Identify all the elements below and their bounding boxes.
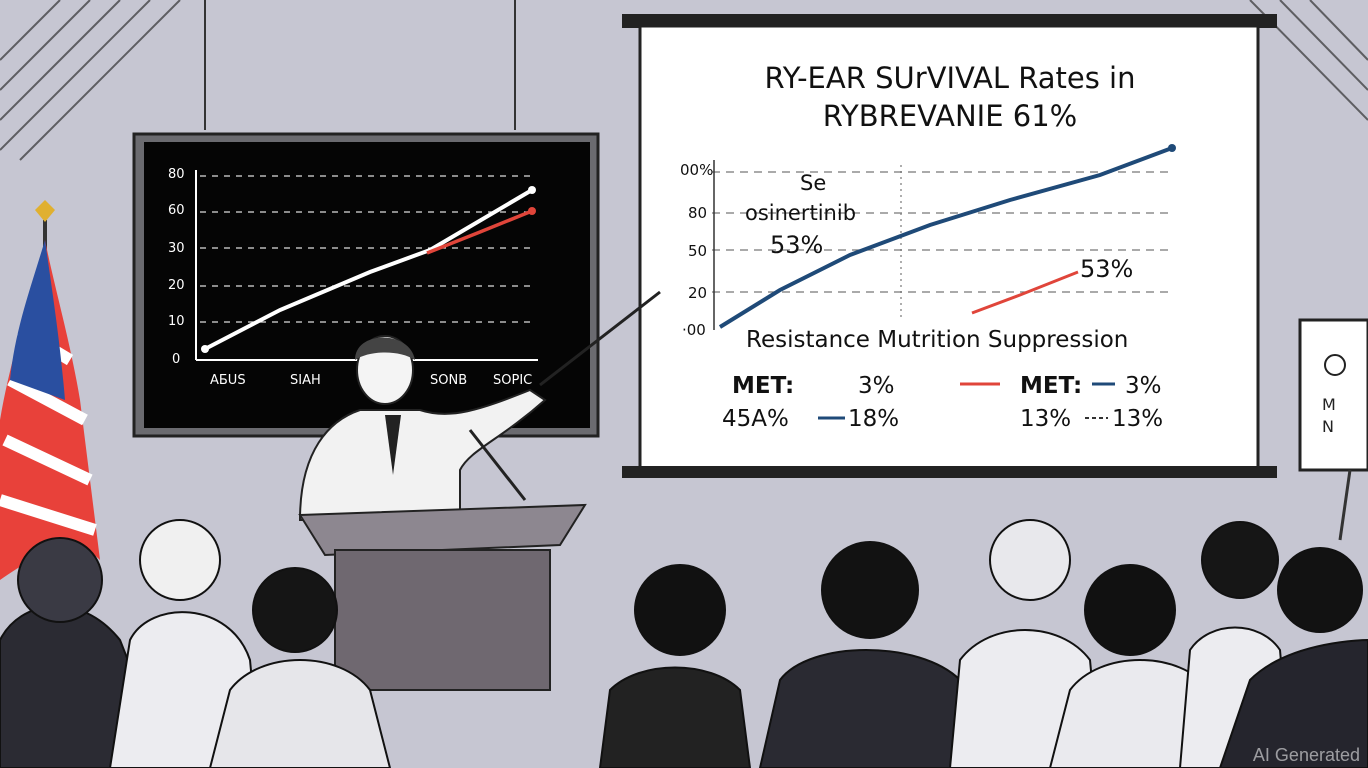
left-y-tick: 10 — [168, 314, 185, 329]
flip-chart-text: M — [1322, 395, 1336, 414]
right-y-tick: 80 — [688, 204, 707, 222]
left-y-tick: 20 — [168, 278, 185, 293]
left-y-tick: 30 — [168, 241, 185, 256]
left-x-tick: AБUS — [210, 373, 246, 388]
legend-label: 13% — [1020, 406, 1071, 432]
left-chart-point — [201, 345, 209, 353]
legend-value: 13% — [1112, 406, 1163, 432]
left-chart-point — [528, 186, 536, 194]
podium — [298, 503, 587, 691]
right-chart-red-line — [971, 270, 1079, 315]
left-gridlines — [200, 175, 535, 323]
legend-value: 18% — [848, 406, 899, 432]
pointer-stick — [539, 290, 661, 387]
left-x-tick: SIAH — [290, 373, 321, 388]
screen-title-line1: RY-EAR SUrVIVAL Rates in — [765, 61, 1136, 95]
left-chart-white-line — [204, 188, 534, 351]
legend-label: MET: — [732, 373, 794, 399]
left-x-tick: SONB — [430, 373, 467, 388]
x-axis-caption: Resistance Mutrition Suppression — [746, 327, 1128, 353]
right-y-tick: 50 — [688, 242, 707, 260]
annotation-label: Se — [800, 171, 826, 195]
right-projection-screen: RY-EAR SUrVIVAL Rates in RYBREVANIE 61% … — [622, 14, 1277, 478]
right-y-tick: 20 — [688, 284, 707, 302]
legend-value: 3% — [1125, 373, 1162, 399]
annotation-value: 53% — [770, 231, 823, 259]
left-y-tick: 0 — [172, 352, 180, 367]
flip-chart-text: N — [1322, 417, 1334, 436]
left-y-tick: 80 — [168, 167, 185, 182]
right-chart-blue-line — [718, 146, 1173, 329]
flip-chart: M N — [1298, 318, 1368, 541]
red-line-value: 53% — [1080, 255, 1133, 283]
face-icon — [1324, 354, 1346, 376]
annotation-label: osinertinib — [745, 201, 856, 225]
left-chart-red-line — [426, 209, 533, 255]
legend-label: MET: — [1020, 373, 1082, 399]
presenter — [298, 335, 547, 521]
watermark: AI Generated — [1252, 745, 1360, 765]
right-chart-point — [1168, 144, 1176, 152]
microphone — [468, 429, 527, 501]
right-y-tick: 00% — [680, 161, 713, 179]
legend-value: 3% — [858, 373, 895, 399]
audience — [0, 519, 1368, 768]
legend-label: 45A% — [722, 406, 789, 432]
right-gridlines — [712, 165, 1170, 320]
screen-title-line2: RYBREVANIE 61% — [823, 99, 1077, 133]
left-y-tick: 60 — [168, 203, 185, 218]
american-flag — [0, 200, 100, 768]
left-chart-point — [528, 207, 536, 215]
right-y-tick: ·00 — [682, 321, 706, 339]
left-x-tick: SOPIC — [493, 373, 532, 388]
